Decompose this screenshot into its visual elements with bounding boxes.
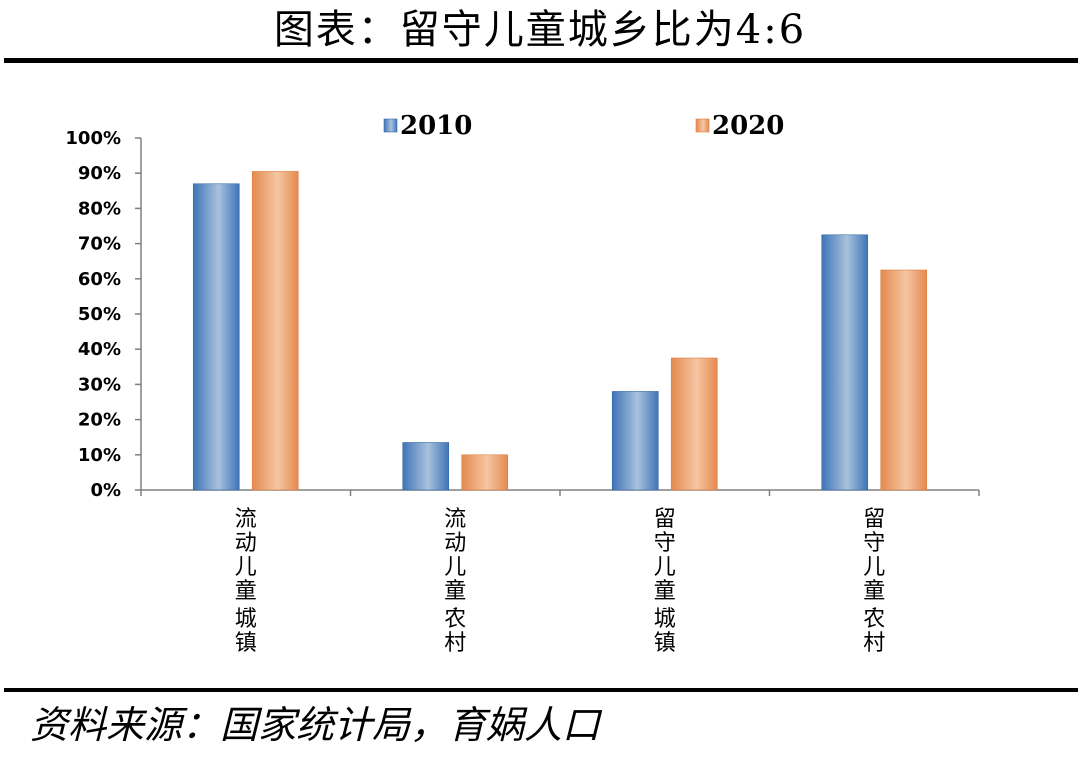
- bar-2020-2: [461, 454, 509, 491]
- bar-2010-3: [611, 391, 659, 491]
- y-tick-label: 30%: [78, 374, 121, 395]
- legend-swatch-2020: [695, 118, 710, 133]
- chart-bars: [192, 171, 928, 491]
- x-category-label: 留守儿童-城镇: [654, 507, 676, 656]
- y-tick-label: 10%: [78, 445, 121, 466]
- source-divider: [4, 688, 1078, 692]
- bar-2020-3: [670, 357, 718, 491]
- y-tick-label: 0%: [90, 480, 121, 501]
- x-category-label: 留守儿童-农村: [863, 507, 885, 656]
- y-tick-label: 50%: [78, 304, 121, 325]
- bar-2010-1: [192, 183, 240, 491]
- y-tick-label: 40%: [78, 339, 121, 360]
- legend-label-2020: 2020: [712, 111, 784, 141]
- legend-swatch-2010: [383, 118, 398, 133]
- x-category-label: 流动儿童-农村: [444, 507, 466, 656]
- x-axis-categories: 流动儿童-城镇 流动儿童-农村 留守儿童-城镇 留守儿童-农村: [235, 507, 886, 656]
- bar-2020-4: [880, 269, 928, 491]
- bar-chart: 0% 10% 20% 30% 40% 50% 60% 70% 80% 90% 100% 流动儿童-城…: [65, 111, 980, 656]
- bar-2010-2: [402, 442, 450, 491]
- y-tick-label: 90%: [78, 163, 121, 184]
- title-divider: [4, 58, 1078, 63]
- y-axis-ticks: 0% 10% 20% 30% 40% 50% 60% 70% 80% 90% 100%: [65, 128, 141, 501]
- source-note: 资料来源：国家统计局，育娲人口: [30, 703, 601, 747]
- bar-2020-1: [251, 171, 299, 491]
- legend-label-2010: 2010: [400, 111, 472, 141]
- y-tick-label: 20%: [78, 410, 121, 431]
- y-tick-label: 80%: [78, 198, 121, 219]
- page-title: 图表：留守儿童城乡比为4:6: [273, 7, 807, 53]
- chart-legend: 2010 2020: [383, 111, 784, 141]
- x-category-label: 流动儿童-城镇: [235, 507, 257, 656]
- y-tick-label: 70%: [78, 234, 121, 255]
- bar-2010-4: [821, 234, 869, 491]
- y-tick-label: 100%: [65, 128, 121, 149]
- y-tick-label: 60%: [78, 269, 121, 290]
